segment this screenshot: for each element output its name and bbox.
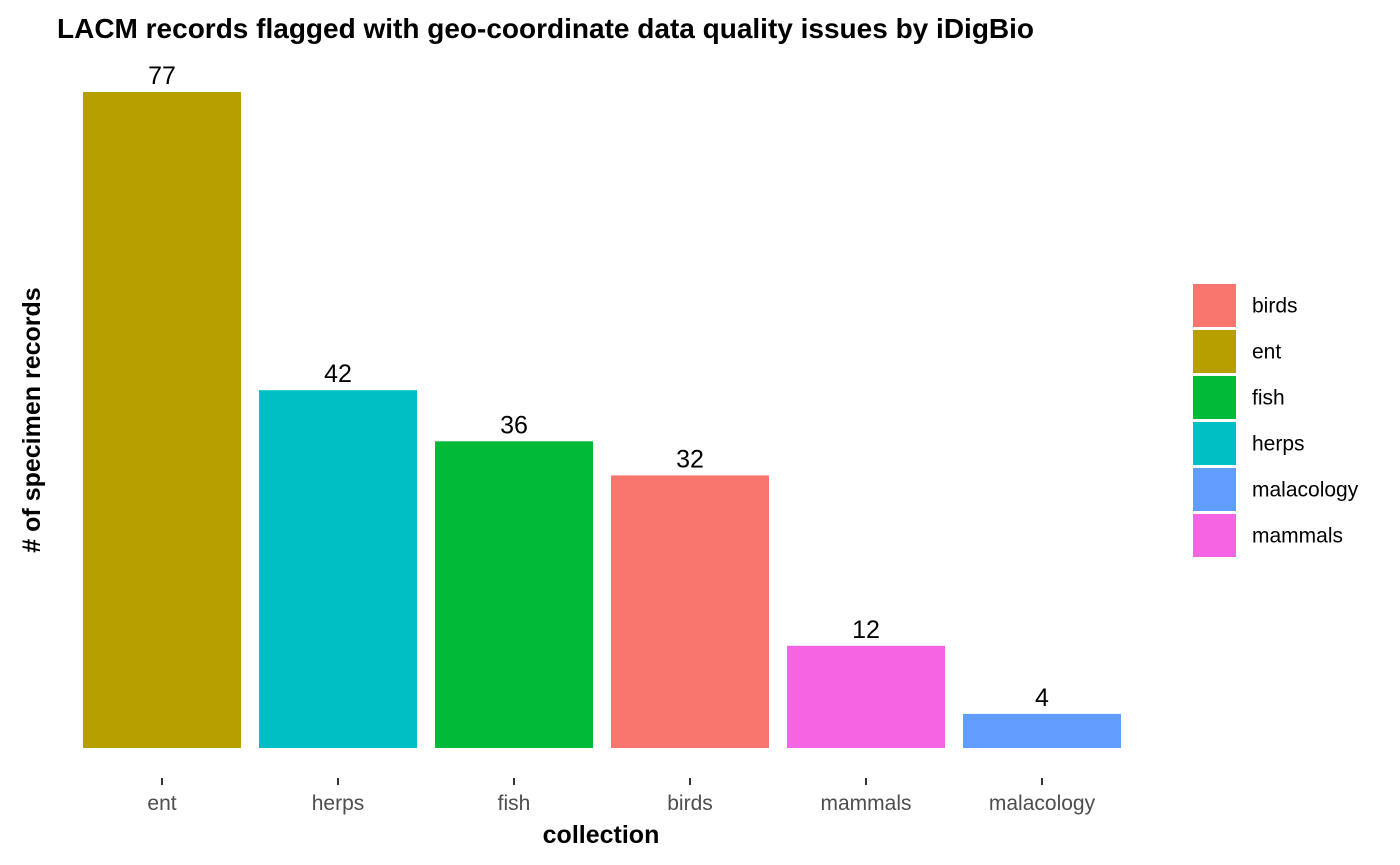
bar-birds: [611, 475, 769, 748]
bar-ent: [83, 92, 241, 748]
legend-label-birds: birds: [1252, 295, 1298, 318]
y-axis-title: # of specimen records: [18, 287, 46, 552]
bar-mammals: [787, 645, 945, 748]
bar-herps: [259, 390, 417, 748]
legend-key-mammals: [1193, 514, 1236, 557]
bar-fish: [435, 441, 593, 748]
data-label-fish: 36: [500, 411, 528, 439]
legend-label-fish: fish: [1252, 387, 1285, 410]
legend-key-ent: [1193, 330, 1236, 373]
x-axis-title: collection: [543, 821, 660, 849]
data-labels-group: 77 42 36 32 12 4: [148, 62, 1049, 712]
x-tick-label-herps: herps: [312, 792, 365, 815]
data-label-herps: 42: [324, 360, 352, 388]
legend-label-malacology: malacology: [1252, 479, 1359, 502]
data-label-malacology: 4: [1035, 684, 1049, 712]
legend-label-mammals: mammals: [1252, 525, 1343, 548]
x-tick-label-malacology: malacology: [989, 792, 1096, 815]
legend-key-birds: [1193, 284, 1236, 327]
x-axis-ticks: [161, 778, 1043, 785]
legend-label-herps: herps: [1252, 433, 1305, 456]
data-label-birds: 32: [676, 445, 704, 473]
data-label-ent: 77: [148, 62, 176, 90]
chart-title: LACM records flagged with geo-coordinate…: [57, 13, 1034, 44]
legend-key-fish: [1193, 376, 1236, 419]
bars-group: [83, 92, 1121, 748]
x-tick-label-fish: fish: [498, 792, 531, 815]
legend: birds ent fish herps malacology mammals: [1193, 284, 1359, 557]
legend-key-herps: [1193, 422, 1236, 465]
x-tick-label-ent: ent: [147, 792, 176, 815]
legend-key-malacology: [1193, 468, 1236, 511]
data-label-mammals: 12: [852, 616, 880, 644]
x-tick-label-mammals: mammals: [820, 792, 911, 815]
x-tick-label-birds: birds: [667, 792, 713, 815]
bar-malacology: [963, 713, 1121, 748]
x-axis-tick-labels: ent herps fish birds mammals malacology: [147, 792, 1095, 815]
legend-label-ent: ent: [1252, 341, 1281, 364]
